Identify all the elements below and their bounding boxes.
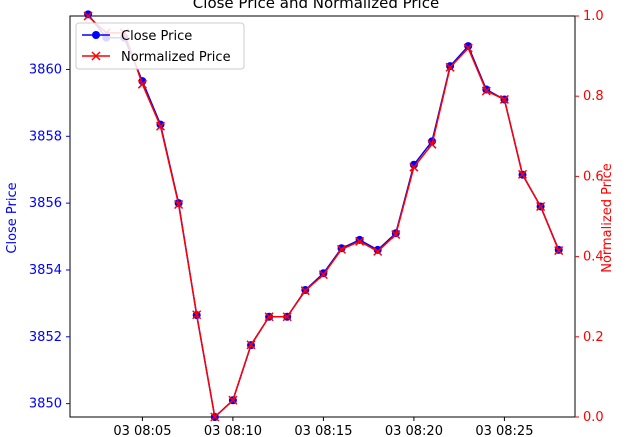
- series-line-normalized-price: [87, 15, 560, 418]
- data-point-close-price: [464, 42, 473, 51]
- data-point-normalized-price: [373, 246, 383, 256]
- data-point-normalized-price: [137, 79, 147, 89]
- right-y-tick-label: 0.0: [583, 410, 604, 425]
- left-y-axis: 3850 3852 3854 3856 3858 3860: [29, 62, 70, 412]
- data-point-close-price: [409, 160, 418, 169]
- data-point-normalized-price: [83, 11, 93, 21]
- data-point-normalized-price: [155, 121, 166, 131]
- data-point-normalized-price: [463, 43, 473, 53]
- series-close-price: [84, 10, 563, 421]
- data-point-close-price: [373, 245, 382, 254]
- x-tick-label: 03 08:15: [294, 424, 352, 437]
- data-point-normalized-price: [391, 230, 401, 240]
- data-point-normalized-price: [246, 340, 256, 350]
- data-point-normalized-price: [300, 286, 310, 296]
- legend-label-normalized-price: Normalized Price: [121, 50, 231, 65]
- x-tick-label: 03 08:20: [385, 424, 443, 437]
- data-point-normalized-price: [264, 312, 274, 322]
- data-point-normalized-price: [210, 412, 220, 422]
- data-point-normalized-price: [554, 246, 564, 256]
- data-point-normalized-price: [355, 236, 365, 246]
- legend-box: [75, 22, 245, 70]
- right-y-tick-label: 0.2: [583, 330, 604, 345]
- right-axis-title: Normalized Price: [600, 163, 615, 273]
- x-axis: 03 08:05 03 08:10 03 08:15 03 08:20 03 08:25: [113, 417, 533, 437]
- right-y-axis: 0.0 0.2 0.4 0.6 0.8 1.0: [575, 9, 604, 425]
- legend-marker-close-price: [92, 31, 100, 39]
- data-point-normalized-price: [499, 94, 509, 104]
- data-point-normalized-price: [228, 395, 238, 405]
- x-tick-label: 03 08:25: [475, 424, 533, 437]
- data-point-normalized-price: [192, 310, 202, 320]
- data-point-normalized-price: [318, 270, 328, 280]
- plot-area: [69, 15, 576, 418]
- data-point-normalized-price: [282, 312, 292, 322]
- data-point-normalized-price: [174, 199, 184, 210]
- legend-item-normalized-price: Normalized Price: [82, 50, 231, 65]
- left-axis-title: Close Price: [5, 182, 20, 253]
- data-point-normalized-price: [481, 86, 491, 96]
- series-normalized-price: [83, 11, 564, 422]
- left-y-tick-label: 3850: [29, 397, 62, 412]
- plot-border: [69, 15, 576, 418]
- legend-item-close-price: Close Price: [82, 29, 192, 44]
- series-layer: [83, 10, 564, 422]
- left-y-tick-label: 3852: [29, 330, 62, 345]
- data-point-normalized-price: [336, 244, 347, 254]
- left-y-tick-label: 3858: [29, 129, 62, 144]
- chart-title: Close Price and Normalized Price: [193, 0, 439, 12]
- data-point-normalized-price: [409, 162, 419, 172]
- series-line-close-price: [87, 13, 560, 418]
- left-y-tick-label: 3854: [29, 263, 62, 278]
- left-y-tick-label: 3860: [29, 62, 62, 77]
- legend-label-close-price: Close Price: [121, 29, 192, 44]
- right-y-tick-label: 0.8: [583, 89, 604, 104]
- right-y-tick-label: 0.4: [583, 250, 604, 265]
- data-point-close-price: [84, 10, 93, 19]
- left-y-tick-label: 3856: [29, 196, 62, 211]
- x-tick-label: 03 08:10: [204, 424, 262, 437]
- right-y-tick-label: 1.0: [583, 9, 604, 24]
- data-point-close-price: [337, 244, 346, 253]
- data-point-normalized-price: [517, 169, 528, 179]
- data-point-normalized-price: [445, 62, 455, 72]
- x-tick-label: 03 08:05: [113, 424, 171, 437]
- legend-marker-normalized-price: [91, 51, 101, 61]
- legend: Close Price Normalized Price: [75, 22, 245, 70]
- data-point-normalized-price: [427, 139, 437, 149]
- right-y-tick-label: 0.6: [583, 169, 604, 184]
- data-point-normalized-price: [536, 201, 546, 212]
